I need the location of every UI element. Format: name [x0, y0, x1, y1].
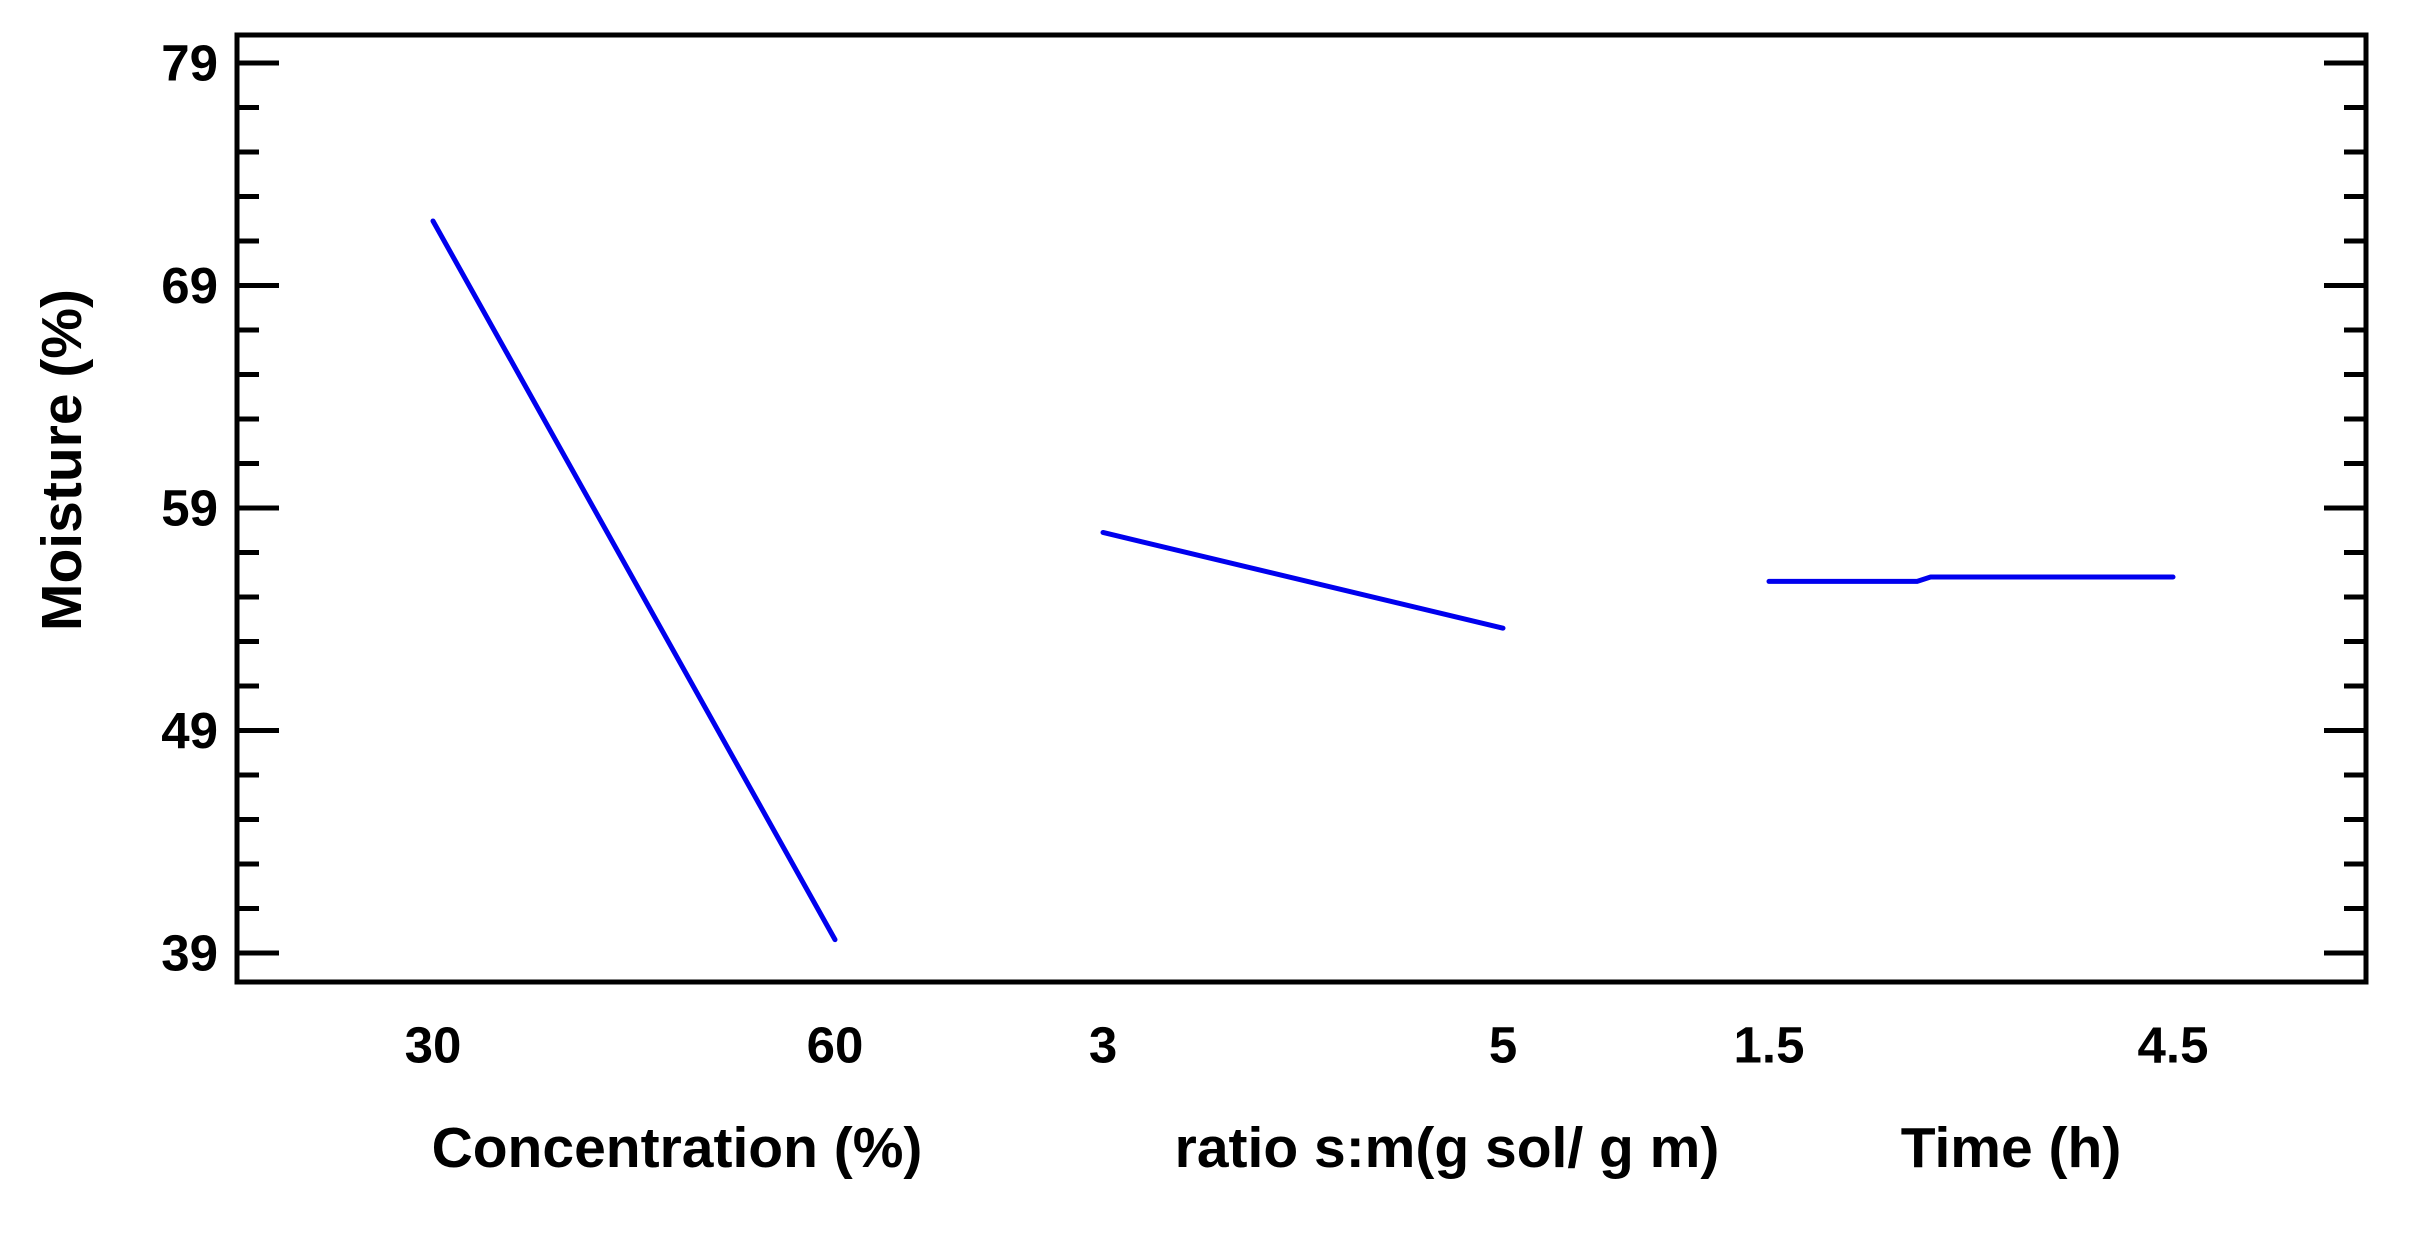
- y-tick-label: 49: [161, 702, 218, 759]
- x-tick-label: 5: [1489, 1017, 1517, 1074]
- x-tick-label: 1.5: [1734, 1017, 1805, 1074]
- x-axis-titles: Concentration (%) ratio s:m(g sol/ g m) …: [432, 1116, 2122, 1180]
- y-tick-label: 79: [161, 35, 218, 92]
- x-axis-tick-labels: 30 60 3 5 1.5 4.5: [405, 1017, 2209, 1074]
- y-tick-label: 59: [161, 480, 218, 537]
- y-tick-label: 69: [161, 257, 218, 314]
- effect-line-2: [1766, 574, 2176, 584]
- factor-title-time: Time (h): [1901, 1116, 2122, 1180]
- plot-frame: [234, 32, 2369, 985]
- effect-line-1: [1100, 529, 1506, 631]
- y-axis-tick-labels: 79 69 59 49 39: [161, 35, 218, 982]
- y-axis-title: Moisture (%): [30, 289, 94, 631]
- x-tick-label: 3: [1089, 1017, 1117, 1074]
- x-tick-label: 30: [405, 1017, 462, 1074]
- factor-title-ratio: ratio s:m(g sol/ g m): [1175, 1116, 1720, 1180]
- factor-title-concentration: Concentration (%): [432, 1116, 923, 1180]
- effect-line-0: [430, 218, 838, 943]
- x-tick-label: 4.5: [2138, 1017, 2209, 1074]
- plot-geometry: [234, 32, 2369, 985]
- x-tick-label: 60: [807, 1017, 864, 1074]
- y-tick-label: 39: [161, 925, 218, 982]
